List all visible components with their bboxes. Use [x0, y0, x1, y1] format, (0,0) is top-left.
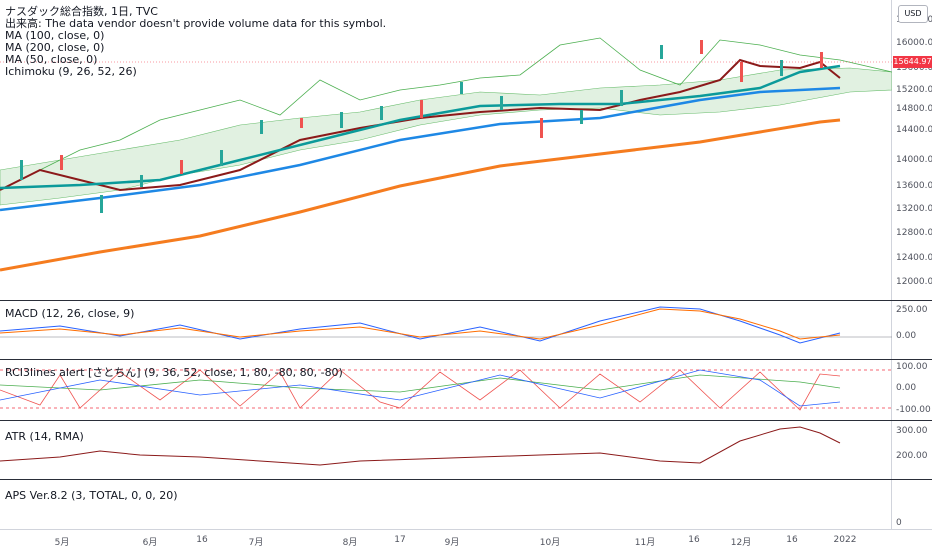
candle [260, 120, 263, 134]
candle [700, 40, 703, 54]
candle [220, 150, 223, 166]
legend-ma100[interactable]: MA (100, close, 0) [5, 29, 105, 42]
atr-tick: 200.00 [896, 451, 928, 461]
rci-chart-area[interactable]: RCI3lines alert [さとちん] (9, 36, 52, close… [0, 360, 892, 420]
macd-svg [0, 306, 892, 344]
rci-tick: -100.00 [896, 405, 931, 415]
atr-tick: 300.00 [896, 426, 928, 436]
main-price-pane[interactable]: ナスダック総合指数, 1日, TVC 出来高: The data vendor … [0, 0, 932, 300]
rci-svg [0, 369, 892, 411]
ma50-line [0, 86, 841, 212]
candle [780, 60, 783, 76]
aps-scale[interactable]: 0 [892, 480, 932, 529]
main-legend: ナスダック総合指数, 1日, TVC 出来高: The data vendor … [5, 6, 386, 78]
price-scale[interactable]: 16400.00 16000.00 15200.00 14800.00 1440… [892, 0, 932, 300]
candle [340, 112, 343, 128]
candle [140, 175, 143, 187]
pane-separator[interactable] [0, 359, 932, 360]
aps-tick: 0 [896, 518, 902, 528]
time-tick: 10月 [539, 538, 561, 548]
time-tick: 16 [196, 535, 208, 545]
rci-label[interactable]: RCI3lines alert [さとちん] (9, 36, 52, close… [5, 366, 343, 379]
price-tick: 15600.00 [896, 63, 932, 73]
time-tick: 16 [786, 535, 798, 545]
ichimoku-lagging-line [0, 37, 892, 191]
price-tick: 14000.00 [896, 155, 932, 165]
atr-scale[interactable]: 300.00 200.00 [892, 421, 932, 479]
price-chart-area[interactable]: ナスダック総合指数, 1日, TVC 出来高: The data vendor … [0, 0, 892, 300]
macd-scale[interactable]: 250.00 0.00 [892, 301, 932, 359]
time-tick: 2022 [833, 535, 857, 545]
price-chart-svg [0, 37, 892, 272]
candlesticks [20, 40, 823, 213]
price-tick: 12400.00 [896, 253, 932, 263]
legend-ichimoku[interactable]: Ichimoku (9, 26, 52, 26) [5, 65, 137, 78]
price-tick: 13200.00 [896, 204, 932, 214]
time-tick: 11月 [634, 538, 656, 548]
pane-separator[interactable] [0, 479, 932, 480]
candle [820, 52, 823, 68]
candle [500, 96, 503, 110]
time-tick: 9月 [444, 538, 460, 548]
candle [180, 160, 183, 174]
atr-chart-area[interactable]: ATR (14, RMA) [0, 421, 892, 479]
candle [460, 82, 463, 94]
candle [60, 155, 63, 170]
time-tick: 12月 [730, 538, 752, 548]
candle [580, 110, 583, 124]
rci-pane[interactable]: RCI3lines alert [さとちん] (9, 36, 52, close… [0, 360, 932, 420]
candle [740, 62, 743, 82]
time-tick: 5月 [54, 538, 70, 548]
atr-label[interactable]: ATR (14, RMA) [5, 430, 84, 443]
pane-separator[interactable] [0, 300, 932, 301]
last-price-badge: 15644.97 [893, 56, 932, 68]
candle [300, 118, 303, 128]
price-tick: 14400.00 [896, 125, 932, 135]
time-tick: 7月 [248, 538, 264, 548]
price-tick: 13600.00 [896, 181, 932, 191]
ma200-line [0, 118, 841, 272]
macd-tick: 250.00 [896, 305, 928, 315]
time-tick: 17 [394, 535, 406, 545]
atr-svg [0, 426, 841, 466]
aps-chart-area[interactable]: APS Ver.8.2 (3, TOTAL, 0, 0, 20) [0, 480, 892, 529]
aps-label[interactable]: APS Ver.8.2 (3, TOTAL, 0, 0, 20) [5, 489, 178, 502]
price-tick: 12000.00 [896, 277, 932, 287]
price-tick: 12800.00 [896, 228, 932, 238]
rci-scale[interactable]: 100.00 0.00 -100.00 [892, 360, 932, 420]
legend-symbol[interactable]: ナスダック総合指数, 1日, TVC [5, 5, 158, 18]
candle [380, 106, 383, 120]
candle [100, 195, 103, 213]
ichimoku-kijun-line [0, 64, 841, 190]
price-tick: 16000.00 [896, 38, 932, 48]
macd-label[interactable]: MACD (12, 26, close, 9) [5, 307, 135, 320]
price-tick: 15200.00 [896, 85, 932, 95]
price-tick: 14800.00 [896, 104, 932, 114]
pane-separator[interactable] [0, 420, 932, 421]
macd-pane[interactable]: MACD (12, 26, close, 9) 250.00 0.00 [0, 301, 932, 359]
candle [20, 160, 23, 180]
rci-tick: 0.00 [896, 383, 917, 393]
candle [660, 45, 663, 59]
time-axis-border [0, 529, 932, 530]
ma100-line [0, 58, 841, 192]
macd-chart-area[interactable]: MACD (12, 26, close, 9) [0, 301, 892, 359]
time-tick: 6月 [142, 538, 158, 548]
candle [540, 118, 543, 138]
currency-button[interactable]: USD [898, 5, 928, 23]
candle [620, 90, 623, 106]
macd-tick: 0.00 [896, 331, 917, 341]
legend-volume[interactable]: 出来高: The data vendor doesn't provide vol… [5, 17, 387, 30]
time-tick: 16 [688, 535, 700, 545]
time-tick: 8月 [342, 538, 358, 548]
aps-pane[interactable]: APS Ver.8.2 (3, TOTAL, 0, 0, 20) 0 [0, 480, 932, 529]
candle [420, 100, 423, 118]
legend-ma50[interactable]: MA (50, close, 0) [5, 53, 98, 66]
legend-ma200[interactable]: MA (200, close, 0) [5, 41, 105, 54]
atr-pane[interactable]: ATR (14, RMA) 300.00 200.00 [0, 421, 932, 479]
rci-tick: 100.00 [896, 362, 928, 372]
